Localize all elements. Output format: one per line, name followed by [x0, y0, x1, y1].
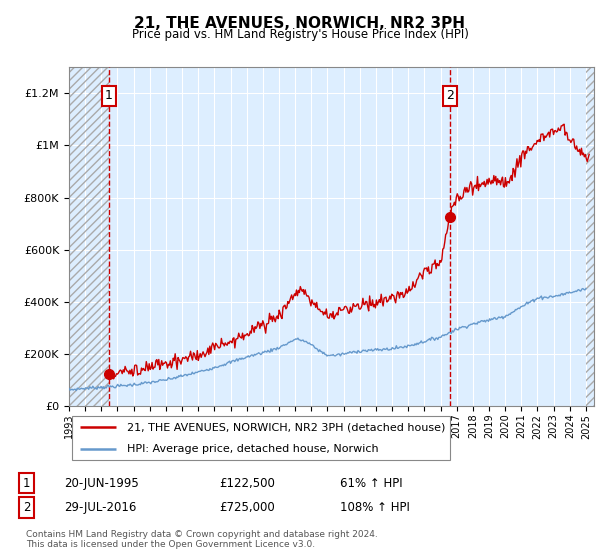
Text: 61% ↑ HPI: 61% ↑ HPI	[340, 477, 403, 490]
FancyBboxPatch shape	[71, 416, 449, 460]
Text: 20-JUN-1995: 20-JUN-1995	[64, 477, 139, 490]
Text: 21, THE AVENUES, NORWICH, NR2 3PH (detached house): 21, THE AVENUES, NORWICH, NR2 3PH (detac…	[127, 422, 445, 432]
Text: HPI: Average price, detached house, Norwich: HPI: Average price, detached house, Norw…	[127, 444, 379, 454]
Bar	[69, 67, 109, 406]
Text: 108% ↑ HPI: 108% ↑ HPI	[340, 501, 410, 514]
Text: 21, THE AVENUES, NORWICH, NR2 3PH: 21, THE AVENUES, NORWICH, NR2 3PH	[134, 16, 466, 31]
Text: 2: 2	[23, 501, 30, 514]
Text: 1: 1	[23, 477, 30, 490]
Text: 29-JUL-2016: 29-JUL-2016	[64, 501, 136, 514]
Text: £122,500: £122,500	[220, 477, 275, 490]
Text: Contains HM Land Registry data © Crown copyright and database right 2024.
This d: Contains HM Land Registry data © Crown c…	[26, 530, 378, 549]
Text: 1: 1	[105, 90, 113, 102]
Bar	[586, 67, 594, 406]
Text: Price paid vs. HM Land Registry's House Price Index (HPI): Price paid vs. HM Land Registry's House …	[131, 28, 469, 41]
Text: 2: 2	[446, 90, 454, 102]
Text: £725,000: £725,000	[220, 501, 275, 514]
